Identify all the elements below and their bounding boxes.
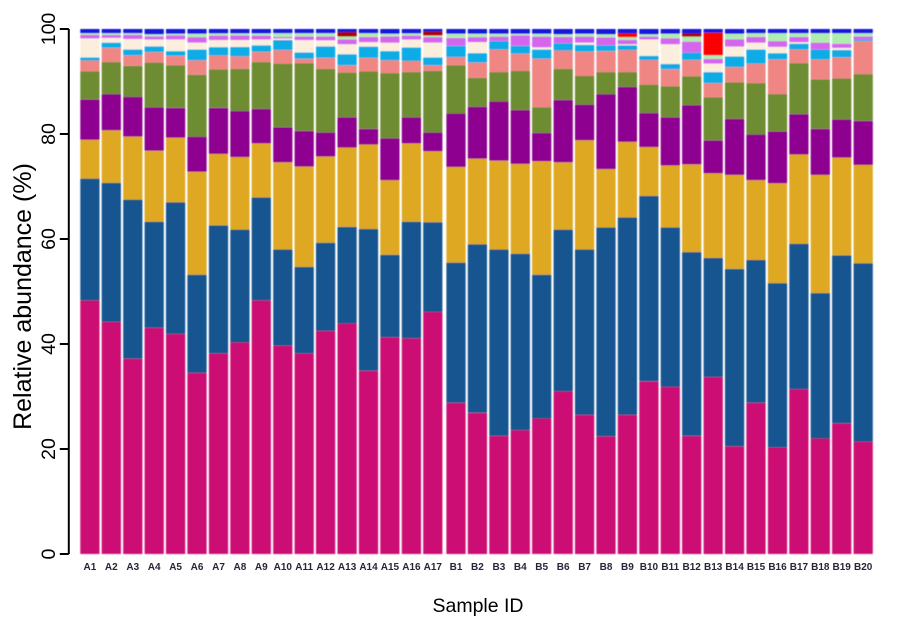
svg-text:60: 60 [38, 228, 60, 250]
svg-text:B8: B8 [600, 562, 613, 573]
svg-text:Relative abundance (%): Relative abundance (%) [9, 163, 37, 430]
svg-text:B2: B2 [471, 562, 484, 573]
svg-text:B17: B17 [790, 562, 809, 573]
svg-text:A13: A13 [338, 562, 357, 573]
svg-text:A5: A5 [169, 562, 182, 573]
svg-text:B16: B16 [768, 562, 787, 573]
svg-text:B5: B5 [535, 562, 548, 573]
svg-text:B10: B10 [640, 562, 659, 573]
svg-text:40: 40 [38, 333, 60, 355]
svg-text:A7: A7 [212, 562, 225, 573]
svg-text:B3: B3 [493, 562, 506, 573]
svg-text:A10: A10 [274, 562, 293, 573]
svg-text:B11: B11 [661, 562, 679, 573]
svg-text:B14: B14 [725, 562, 744, 573]
svg-text:B6: B6 [557, 562, 570, 573]
svg-text:A14: A14 [359, 562, 378, 573]
svg-text:A12: A12 [316, 562, 335, 573]
svg-text:A3: A3 [126, 562, 139, 573]
svg-text:A4: A4 [148, 562, 161, 573]
svg-text:Sample ID: Sample ID [432, 595, 523, 617]
svg-text:B18: B18 [811, 562, 830, 573]
svg-text:B4: B4 [514, 562, 527, 573]
svg-text:B1: B1 [450, 562, 463, 573]
svg-text:B9: B9 [621, 562, 634, 573]
svg-text:A15: A15 [381, 562, 400, 573]
svg-text:80: 80 [38, 123, 60, 145]
svg-text:A11: A11 [295, 562, 313, 573]
svg-text:20: 20 [38, 438, 60, 460]
svg-text:A1: A1 [84, 562, 97, 573]
svg-text:B7: B7 [578, 562, 591, 573]
svg-text:A9: A9 [255, 562, 268, 573]
svg-text:0: 0 [38, 548, 60, 559]
svg-text:B13: B13 [704, 562, 723, 573]
svg-text:A17: A17 [424, 562, 443, 573]
svg-text:A6: A6 [191, 562, 204, 573]
svg-text:100: 100 [38, 13, 60, 46]
svg-text:A16: A16 [402, 562, 421, 573]
svg-text:B15: B15 [747, 562, 766, 573]
svg-text:A2: A2 [105, 562, 118, 573]
svg-text:B20: B20 [854, 562, 873, 573]
svg-text:A8: A8 [234, 562, 247, 573]
svg-text:B12: B12 [683, 562, 702, 573]
svg-text:B19: B19 [833, 562, 852, 573]
